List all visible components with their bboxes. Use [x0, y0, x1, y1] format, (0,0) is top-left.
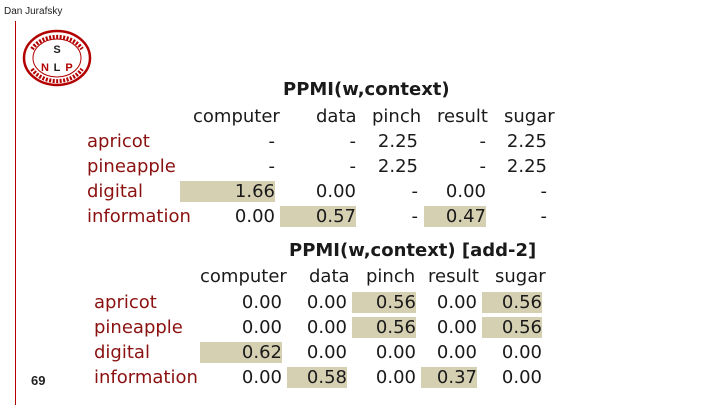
cell-computer: 0.00: [241, 317, 282, 338]
cell-sugar: 0.00: [501, 342, 542, 363]
cell-sugar: -: [540, 206, 548, 227]
table-title: PPMI(w,context): [283, 79, 450, 100]
cell-pinch: 2.25: [377, 131, 418, 152]
column-header-pinch: pinch: [372, 106, 422, 127]
page-number: 69: [31, 373, 46, 388]
cell-sugar: 0.56: [482, 292, 542, 313]
cell-sugar: 0.56: [482, 317, 542, 338]
cell-result: -: [479, 156, 487, 177]
row-label: digital: [94, 342, 150, 363]
cell-pinch: 0.00: [375, 342, 416, 363]
cell-pinch: 0.56: [352, 317, 416, 338]
divider-line: [15, 21, 16, 405]
row-label: pineapple: [94, 317, 183, 338]
row-label: pineapple: [87, 156, 176, 177]
logo-letter-s: S: [53, 44, 60, 56]
cell-result: -: [479, 131, 487, 152]
row-label: information: [87, 206, 191, 227]
column-header-result: result: [428, 266, 479, 287]
cell-sugar: 0.00: [501, 367, 542, 388]
column-header-result: result: [437, 106, 488, 127]
cell-data: 0.57: [280, 206, 356, 227]
cell-computer: 1.66: [180, 181, 275, 202]
column-header-data: data: [309, 266, 350, 287]
row-label: apricot: [94, 292, 157, 313]
cell-data: 0.00: [315, 181, 356, 202]
logo-letter-p: P: [65, 62, 72, 74]
cell-computer: 0.00: [241, 292, 282, 313]
cell-computer: 0.00: [241, 367, 282, 388]
column-header-computer: computer: [193, 106, 280, 127]
cell-pinch: 0.56: [352, 292, 416, 313]
row-label: apricot: [87, 131, 150, 152]
cell-data: 0.58: [287, 367, 347, 388]
logo-letter-l: L: [54, 62, 61, 74]
author-header: Dan Jurafsky: [4, 6, 63, 17]
cell-result: 0.00: [436, 342, 477, 363]
cell-result: 0.47: [424, 206, 486, 227]
logo-letter-n: N: [41, 62, 49, 74]
cell-data: 0.00: [306, 317, 347, 338]
column-header-pinch: pinch: [366, 266, 416, 287]
cell-pinch: 0.00: [375, 367, 416, 388]
cell-pinch: -: [411, 181, 419, 202]
cell-computer: 0.00: [234, 206, 275, 227]
cell-result: 0.00: [445, 181, 486, 202]
cell-data: 0.00: [306, 292, 347, 313]
cell-sugar: 2.25: [506, 131, 547, 152]
column-header-sugar: sugar: [495, 266, 546, 287]
cell-result: 0.00: [436, 317, 477, 338]
cell-computer: -: [268, 156, 276, 177]
cell-pinch: 2.25: [377, 156, 418, 177]
cell-pinch: -: [411, 206, 419, 227]
cell-computer: -: [268, 131, 276, 152]
column-header-computer: computer: [200, 266, 287, 287]
cell-data: 0.00: [306, 342, 347, 363]
table-title: PPMI(w,context) [add-2]: [289, 240, 537, 261]
cell-sugar: 2.25: [506, 156, 547, 177]
cell-data: -: [349, 156, 357, 177]
row-label: digital: [87, 181, 143, 202]
column-header-sugar: sugar: [504, 106, 555, 127]
row-label: information: [94, 367, 198, 388]
column-header-data: data: [316, 106, 357, 127]
cell-result: 0.37: [421, 367, 477, 388]
stanford-nlp-logo: S N L P: [22, 29, 92, 87]
cell-computer: 0.62: [200, 342, 282, 363]
cell-data: -: [349, 131, 357, 152]
cell-sugar: -: [540, 181, 548, 202]
cell-result: 0.00: [436, 292, 477, 313]
